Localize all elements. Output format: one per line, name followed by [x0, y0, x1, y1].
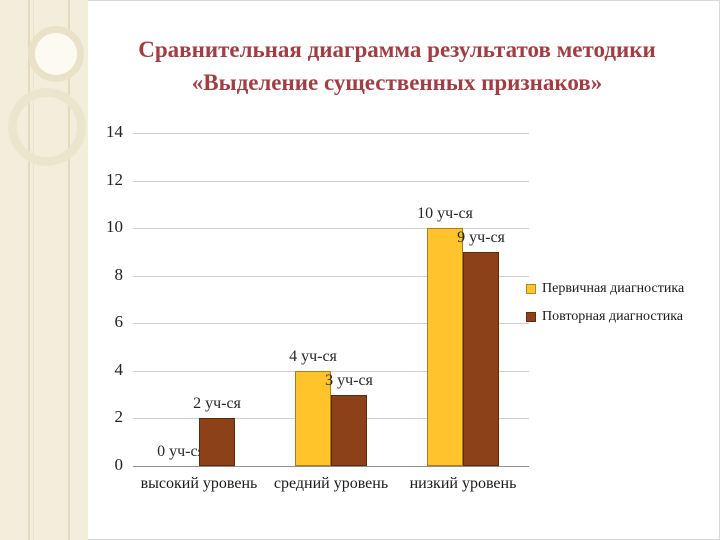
bar-value-label: 4 уч-ся	[289, 348, 337, 365]
y-axis-tick-label: 6	[114, 312, 124, 331]
category-label: средний уровень	[273, 475, 389, 492]
legend-item: Первичная диагностика	[526, 281, 684, 297]
bar-secondary-series	[331, 395, 367, 466]
category-label: высокий уровень	[140, 475, 258, 492]
legend-label: Первичная диагностика	[542, 281, 685, 296]
gridline	[133, 181, 529, 182]
bar-primary-series	[427, 228, 463, 466]
gridline	[133, 371, 529, 372]
slide-title-line1: Сравнительная диаграмма результатов мето…	[138, 37, 656, 62]
bar-value-label: 10 уч-ся	[417, 205, 473, 222]
gridline	[133, 323, 529, 324]
bar-secondary-series	[199, 418, 235, 466]
chart-legend: Первичная диагностика Повторная диагности…	[526, 281, 684, 337]
y-axis-tick-label: 2	[114, 407, 124, 426]
bar-primary-series	[295, 371, 331, 466]
gridline	[133, 276, 529, 277]
y-axis-tick-label: 12	[106, 170, 123, 189]
y-axis-tick-label: 0	[114, 455, 124, 474]
decorative-line	[28, 0, 30, 540]
decorative-line	[33, 0, 34, 540]
legend-label: Повторная диагностика	[542, 309, 683, 324]
decorative-sidebar	[0, 0, 88, 540]
gridline	[133, 228, 529, 229]
y-axis-tick-label: 14	[106, 122, 123, 141]
legend-swatch	[526, 312, 536, 322]
legend-swatch	[526, 284, 536, 294]
category-label: низкий уровень	[409, 475, 517, 492]
decorative-line	[68, 0, 70, 540]
y-axis-tick-label: 10	[106, 217, 123, 236]
y-axis-tick-label: 8	[114, 265, 124, 284]
bar-value-label: 3 уч-ся	[325, 372, 373, 389]
legend-item: Повторная диагностика	[526, 309, 684, 325]
y-axis-tick-label: 4	[114, 360, 124, 379]
gridline	[133, 133, 529, 134]
decorative-circle	[28, 26, 84, 82]
x-axis-line	[133, 466, 529, 467]
slide-title: Сравнительная диаграмма результатов мето…	[96, 34, 698, 99]
bar-secondary-series	[463, 252, 499, 466]
bar-value-label: 2 уч-ся	[193, 395, 241, 412]
slide-title-line2: «Выделение существенных признаков»	[191, 69, 603, 95]
bar-value-label: 9 уч-ся	[457, 229, 505, 246]
decorative-circle	[8, 88, 86, 166]
bar-value-label: 0 уч-ся	[157, 443, 205, 460]
